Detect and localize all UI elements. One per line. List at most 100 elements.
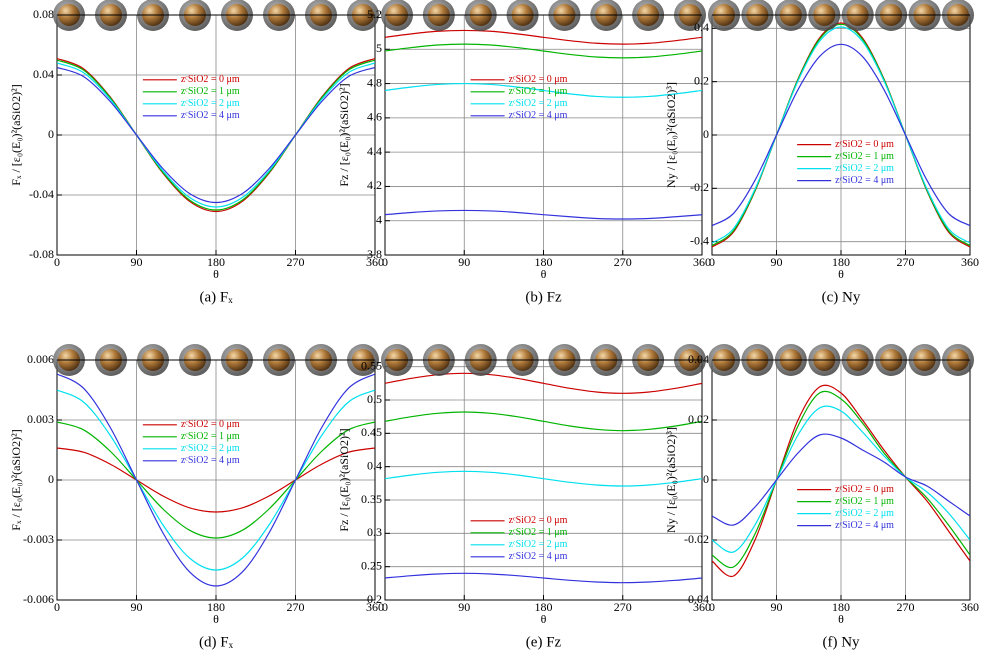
legend-label: zᶜSiO2 = 0 μm [181,74,240,85]
caption: (b) Fz [525,289,562,305]
series-line [57,59,375,211]
series-line [57,389,375,571]
series-line [712,26,970,244]
y-tick-label: 4 [376,212,382,226]
series-line [712,390,970,569]
series-line [57,447,375,513]
series-line [57,421,375,539]
x-tick-label: 0 [54,600,60,614]
y-tick-label: 0.02 [688,412,709,426]
x-tick-label: 90 [771,255,783,269]
legend-label: zᶜSiO2 = 1 μm [835,151,894,162]
y-tick-label: 4.2 [367,178,382,192]
y-tick-label: 0 [703,472,709,486]
series-line [57,62,375,208]
x-axis-label: θ [213,267,219,281]
caption: (a) Fₓ [199,289,233,305]
x-tick-label: 180 [832,600,850,614]
panel: -0.08 -0.04 0 0.04 0.08 0 90 180 270 360 θ Fₓ / [ε₀… [9,0,384,305]
y-tick-label: 0.006 [27,352,54,366]
y-tick-label: -0.2 [690,180,709,194]
y-axis-label: Ny / [ε₀(E₀)²(aSiO2)³] [664,427,678,533]
legend-label: zᶜSiO2 = 2 μm [509,539,568,550]
y-tick-label: -0.04 [684,592,709,606]
y-tick-label: 0.4 [694,20,709,34]
x-tick-label: 0 [382,600,388,614]
x-tick-label: 360 [961,255,979,269]
x-tick-label: 180 [207,255,225,269]
series-line [712,43,970,227]
y-tick-label: -0.006 [23,592,54,606]
legend-label: zᶜSiO2 = 2 μm [181,443,240,454]
panel: 3.8 4 4.2 4.4 4.6 4.8 5 5.2 0 90 180 270 360 θ Fz / [ε… [337,0,711,305]
x-axis-label: θ [541,612,547,626]
y-tick-label: 4.6 [367,110,382,124]
y-tick-label: 0.55 [361,358,382,372]
legend-label: zᶜSiO2 = 0 μm [835,139,894,150]
caption: (c) Ny [822,289,861,305]
y-tick-label: 0.04 [33,67,54,81]
y-tick-label: 3.8 [367,247,382,261]
y-tick-label: 5.2 [367,7,382,21]
legend-label: zᶜSiO2 = 2 μm [835,163,894,174]
legend-label: zᶜSiO2 = 4 μm [835,175,894,186]
y-axis-label: Fₓ / [ε₀(E₀)²(aSiO2)²] [9,429,23,530]
series-line [385,209,702,220]
x-tick-label: 90 [131,600,143,614]
legend-label: zᶜSiO2 = 0 μm [509,515,568,526]
y-tick-label: 0.25 [361,558,382,572]
y-tick-label: 0.45 [361,425,382,439]
caption: (d) Fₓ [199,634,234,650]
y-tick-label: -0.08 [29,247,54,261]
y-tick-label: 0.08 [33,7,54,21]
x-tick-label: 270 [614,600,632,614]
series-line [385,43,702,59]
y-tick-label: 0.4 [367,458,382,472]
x-tick-label: 180 [535,600,553,614]
legend-label: zᶜSiO2 = 1 μm [181,431,240,442]
y-tick-label: 0 [48,472,54,486]
y-tick-label: 4.4 [367,144,382,158]
legend-label: zᶜSiO2 = 1 μm [509,86,568,97]
x-tick-label: 360 [366,600,384,614]
y-axis-label: Fₓ / [ε₀(E₀)²(aSiO2)²] [9,84,23,185]
x-tick-label: 180 [207,600,225,614]
panel: -0.04 -0.02 0 0.02 0.04 0 90 180 270 360 θ Ny / [ε₀… [664,344,979,650]
x-axis-label: θ [541,267,547,281]
x-tick-label: 90 [131,255,143,269]
legend-label: zᶜSiO2 = 1 μm [181,86,240,97]
y-tick-label: 0.2 [367,592,382,606]
x-axis-label: θ [838,267,844,281]
y-tick-label: -0.003 [23,532,54,546]
series-line [385,29,702,45]
y-tick-label: 0.5 [367,392,382,406]
caption: (e) Fz [526,634,562,650]
y-tick-label: 0 [48,127,54,141]
y-tick-label: 0.35 [361,492,382,506]
x-axis-label: θ [213,612,219,626]
series-line [57,66,375,204]
x-tick-label: 360 [693,255,711,269]
legend-label: zᶜSiO2 = 0 μm [509,74,568,85]
series-line [712,405,970,553]
legend-label: zᶜSiO2 = 0 μm [835,484,894,495]
y-tick-label: -0.04 [29,187,54,201]
x-tick-label: 360 [693,600,711,614]
x-tick-label: 0 [709,255,715,269]
legend-label: zᶜSiO2 = 4 μm [509,551,568,562]
y-tick-label: -0.4 [690,233,709,247]
x-tick-label: 0 [54,255,60,269]
series-line [385,82,702,98]
x-tick-label: 0 [709,600,715,614]
x-tick-label: 360 [366,255,384,269]
legend-label: zᶜSiO2 = 0 μm [181,419,240,430]
x-tick-label: 270 [287,600,305,614]
x-tick-label: 360 [961,600,979,614]
series-line [57,373,375,587]
series-line [385,572,702,584]
y-tick-label: 5 [376,41,382,55]
y-tick-label: 0 [703,127,709,141]
x-tick-label: 180 [832,255,850,269]
y-axis-label: Ny / [ε₀(E₀)²(aSiO2)³] [664,82,678,188]
